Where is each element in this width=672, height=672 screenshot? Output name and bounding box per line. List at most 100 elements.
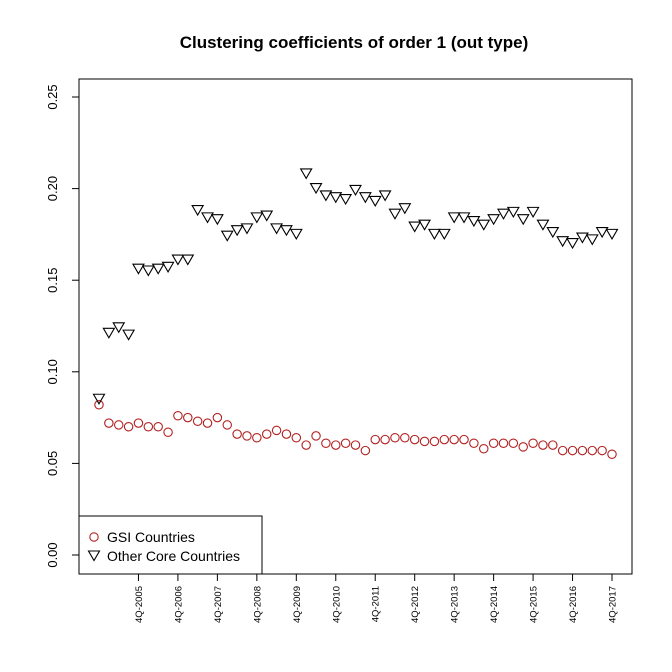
- core-point: [437, 228, 451, 240]
- gsi-point: [370, 434, 380, 445]
- legend-circle-marker: [89, 532, 99, 542]
- legend: GSI Countries Other Core Countries: [78, 515, 263, 575]
- gsi-point: [429, 436, 440, 447]
- core-point: [132, 263, 145, 275]
- gsi-point: [360, 445, 371, 456]
- gsi-point: [340, 438, 351, 448]
- gsi-point: [104, 418, 114, 428]
- y-tick-label: 0.20: [45, 176, 60, 201]
- gsi-point: [153, 422, 163, 432]
- core-point: [605, 228, 619, 240]
- core-point: [161, 261, 175, 273]
- chart-title: Clustering coefficients of order 1 (out …: [180, 33, 529, 52]
- core-point: [260, 210, 274, 222]
- x-axis: 4Q-2005 4Q-2006 4Q-2007 4Q-2008 4Q-2009 4Q-20…: [134, 573, 619, 623]
- core-point: [585, 234, 599, 246]
- y-tick-label: 0.00: [45, 542, 60, 567]
- legend-triangle-marker: [87, 550, 101, 562]
- core-point: [191, 205, 205, 217]
- core-point: [358, 192, 372, 204]
- gsi-point: [133, 418, 144, 428]
- x-tick-label: 4Q-2017: [608, 586, 619, 623]
- gsi-point: [508, 438, 519, 448]
- y-tick-label: 0.05: [45, 451, 60, 476]
- x-tick-label: 4Q-2006: [173, 586, 184, 623]
- core-point: [566, 237, 579, 250]
- core-point: [418, 219, 432, 231]
- core-point: [506, 206, 520, 218]
- x-tick-label: 4Q-2012: [410, 586, 421, 623]
- gsi-point: [212, 412, 223, 423]
- core-point: [398, 203, 412, 215]
- gsi-point: [311, 431, 321, 441]
- core-point: [299, 168, 313, 180]
- legend-label-core: Other Core Countries: [107, 548, 240, 564]
- gsi-point: [113, 420, 124, 430]
- gsi-point: [331, 440, 341, 450]
- core-point: [319, 190, 333, 202]
- gsi-point: [419, 436, 430, 447]
- gsi-point: [192, 416, 203, 427]
- legend-label-gsi: GSI Countries: [107, 529, 195, 545]
- core-point: [289, 228, 303, 240]
- core-point: [151, 263, 165, 275]
- gsi-series: [94, 400, 617, 459]
- core-point: [270, 223, 284, 235]
- gsi-point: [528, 438, 538, 448]
- gsi-point: [380, 434, 390, 445]
- core-point: [536, 219, 550, 231]
- core-point: [250, 212, 264, 224]
- plot-frame: [78, 78, 633, 575]
- core-point: [408, 221, 422, 233]
- x-tick-label: 4Q-2008: [252, 586, 263, 623]
- x-tick-label: 4Q-2014: [489, 586, 500, 623]
- gsi-point: [143, 422, 154, 432]
- x-tick-label: 4Q-2005: [134, 586, 145, 623]
- gsi-point: [498, 438, 509, 448]
- gsi-point: [242, 431, 252, 441]
- gsi-point: [409, 434, 420, 445]
- core-point: [526, 206, 540, 218]
- gsi-point: [163, 427, 173, 438]
- gsi-point: [232, 429, 242, 439]
- core-point: [210, 214, 224, 226]
- gsi-point: [538, 440, 548, 450]
- gsi-point: [390, 433, 400, 443]
- core-point: [378, 190, 392, 202]
- gsi-point: [281, 429, 292, 439]
- core-point: [457, 212, 471, 224]
- x-tick-label: 4Q-2013: [450, 586, 461, 623]
- gsi-point: [173, 411, 183, 421]
- core-point: [349, 184, 362, 196]
- core-point: [487, 214, 501, 226]
- core-point: [477, 219, 491, 231]
- gsi-point: [449, 434, 459, 445]
- core-point: [368, 195, 382, 207]
- core-point: [309, 183, 323, 195]
- gsi-point: [291, 433, 302, 443]
- gsi-point: [202, 418, 213, 428]
- core-point: [447, 212, 461, 224]
- core-point: [595, 226, 609, 239]
- gsi-point: [459, 434, 469, 445]
- core-point: [427, 228, 441, 240]
- gsi-point: [400, 433, 410, 443]
- x-tick-label: 4Q-2011: [371, 586, 382, 622]
- core-point: [497, 208, 510, 220]
- gsi-point: [518, 442, 528, 452]
- core-point: [516, 214, 530, 226]
- gsi-point: [439, 434, 450, 445]
- gsi-point: [597, 445, 607, 456]
- core-point: [467, 215, 481, 228]
- gsi-point: [469, 438, 479, 448]
- gsi-point: [607, 449, 617, 459]
- gsi-point: [271, 425, 282, 436]
- gsi-point: [478, 443, 489, 454]
- core-point: [556, 236, 570, 248]
- core-point: [102, 327, 116, 339]
- x-tick-label: 4Q-2015: [529, 586, 540, 623]
- gsi-point: [577, 445, 588, 456]
- core-series: [92, 168, 619, 405]
- core-point: [388, 208, 402, 220]
